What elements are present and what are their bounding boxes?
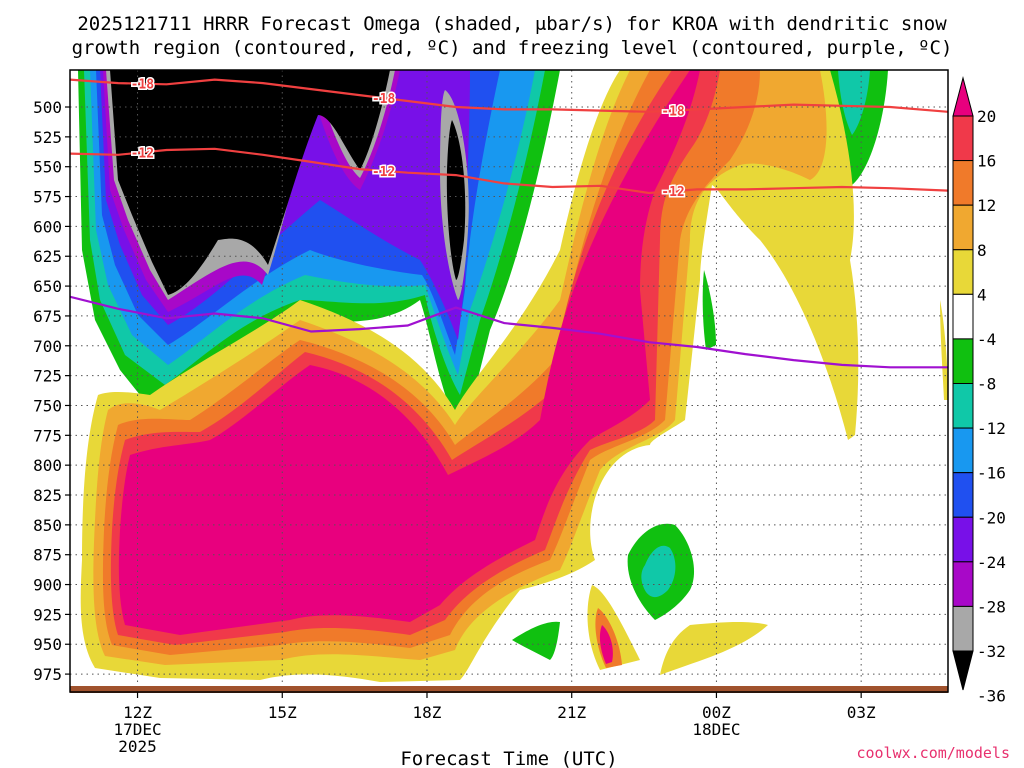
- x-tick-label: 2025: [118, 737, 157, 756]
- colorbar-label: -12: [977, 419, 1006, 438]
- colorbar-top-arrow: [952, 76, 974, 117]
- colorbar-label: -24: [977, 553, 1006, 572]
- y-tick-label: 550: [33, 158, 62, 177]
- y-tick-label: 700: [33, 337, 62, 356]
- x-tick-label: 12Z: [123, 703, 152, 722]
- chart-title-line-1: 2025121711 HRRR Forecast Omega (shaded, …: [77, 13, 947, 35]
- y-tick-label: 625: [33, 247, 62, 266]
- y-tick-label: 825: [33, 486, 62, 505]
- y-tick-label: 925: [33, 605, 62, 624]
- colorbar-label: -36: [977, 687, 1006, 706]
- colorbar-segment: [952, 561, 974, 607]
- 0c-freezing-level-line: [70, 295, 948, 369]
- y-tick-label: 775: [33, 426, 62, 445]
- colorbar-segment: [952, 383, 974, 429]
- y-tick-label: 900: [33, 576, 62, 595]
- chart-title-line-2: growth region (contoured, red, ºC) and f…: [72, 37, 953, 59]
- colorbar-label: 4: [977, 285, 987, 304]
- x-tick-label: 15Z: [268, 703, 297, 722]
- y-tick-label: 525: [33, 128, 62, 147]
- y-tick-label: 725: [33, 367, 62, 386]
- y-tick-label: 850: [33, 516, 62, 535]
- y-tick-label: 500: [33, 98, 62, 117]
- colorbar-segment: [952, 338, 974, 384]
- y-tick-label: 575: [33, 188, 62, 207]
- y-tick-label: 950: [33, 635, 62, 654]
- ground-strip: [70, 686, 948, 693]
- colorbar-label: -8: [977, 375, 996, 394]
- grid: [70, 70, 948, 692]
- colorbar-label: 12: [977, 196, 996, 215]
- y-axis: 500 525 550 575 600 625 650 675 700 725 750 775 800 8…: [33, 98, 70, 684]
- colorbar-segment: [952, 204, 974, 251]
- x-axis-title: Forecast Time (UTC): [400, 748, 617, 768]
- contour-lines: -18 -18 -18 -12 -12 -12: [70, 76, 948, 369]
- colorbar-label: -4: [977, 330, 996, 349]
- plot-area: -18 -18 -18 -12 -12 -12: [70, 70, 948, 692]
- omega-shading: [78, 70, 948, 682]
- colorbar-segment: [952, 516, 974, 563]
- colorbar-label: -28: [977, 597, 1006, 616]
- colorbar-label: 16: [977, 152, 996, 171]
- contour-label: -12: [131, 146, 154, 161]
- x-tick-label: 00Z: [702, 703, 731, 722]
- colorbar-bottom-arrow: [952, 650, 974, 691]
- colorbar-segment: [952, 605, 974, 652]
- x-tick-label: 21Z: [557, 703, 586, 722]
- colorbar-label: -16: [977, 464, 1006, 483]
- contour-label: -18: [372, 92, 396, 107]
- credit-text: coolwx.com/models: [856, 744, 1010, 762]
- contour-label: -12: [372, 165, 395, 180]
- y-tick-label: 800: [33, 456, 62, 475]
- colorbar-label: 20: [977, 107, 996, 126]
- -12c-isotherm-line: [70, 147, 948, 195]
- colorbar-segment: [952, 160, 974, 206]
- colorbar-label: -32: [977, 642, 1006, 661]
- x-tick-label: 18Z: [413, 703, 442, 722]
- y-tick-label: 975: [33, 665, 62, 684]
- colorbar-segment: [952, 249, 974, 295]
- contour-label: -18: [131, 78, 155, 93]
- contour-label: -18: [661, 105, 685, 120]
- y-tick-label: 675: [33, 307, 62, 326]
- colorbar-segment: [952, 427, 974, 474]
- contour-label: -12: [661, 185, 684, 200]
- plot-frame: [69, 69, 949, 693]
- -18c-isotherm-line: [70, 78, 948, 113]
- x-tick-label: 18DEC: [692, 720, 740, 739]
- colorbar: 20 16 12 8 4 -4 -8 -12 -16 -20 -24 -28 -32 -36: [952, 76, 1006, 706]
- colorbar-segment: [952, 293, 974, 340]
- colorbar-segment: [952, 472, 974, 518]
- colorbar-label: -20: [977, 508, 1006, 527]
- colorbar-label: 8: [977, 241, 987, 260]
- x-tick-label: 03Z: [847, 703, 876, 722]
- y-tick-label: 650: [33, 277, 62, 296]
- y-tick-label: 600: [33, 217, 62, 236]
- y-tick-label: 875: [33, 546, 62, 565]
- x-tick-label: 17DEC: [113, 720, 161, 739]
- colorbar-segment: [952, 115, 974, 162]
- y-tick-label: 750: [33, 396, 62, 415]
